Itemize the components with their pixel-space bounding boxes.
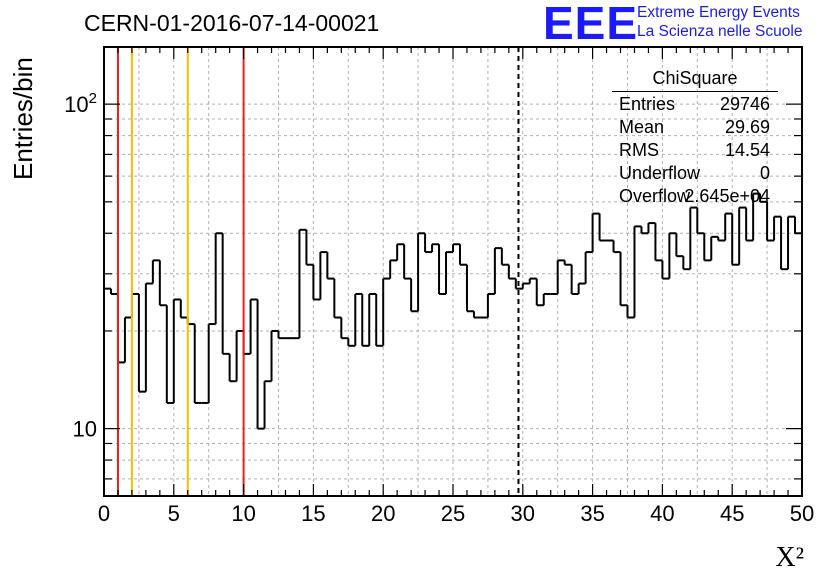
logo-line-1: Extreme Energy Events <box>637 4 800 21</box>
y-tick-label: 102 <box>64 90 97 117</box>
x-tick-label: 25 <box>441 501 465 526</box>
stats-title: ChiSquare <box>652 68 738 88</box>
logo-line-2: La Scienza nelle Scuole <box>637 23 803 40</box>
axis-ticks <box>103 47 803 496</box>
stats-label-mean: Mean <box>619 117 665 137</box>
y-axis-label: Entries/bin <box>8 57 38 180</box>
marker-lines <box>116 47 520 496</box>
stats-label-overflow: Overflow <box>619 186 691 206</box>
x-tick-label: 20 <box>371 501 395 526</box>
x-tick-label: 15 <box>301 501 325 526</box>
stats-label-rms: RMS <box>619 140 659 160</box>
stats-value-entries: 29746 <box>719 94 770 114</box>
stats-value-overflow: 2.645e+04 <box>684 186 770 206</box>
x-tick-label: 45 <box>720 501 744 526</box>
stats-value-underflow: 0 <box>759 163 770 183</box>
chart-title: CERN-01-2016-07-14-00021 <box>84 10 380 36</box>
x-tick-label: 50 <box>790 501 814 526</box>
stats-label-underflow: Underflow <box>619 163 701 183</box>
x-tick-label: 5 <box>168 501 180 526</box>
stats-value-rms: 14.54 <box>724 140 770 160</box>
x-tick-label: 40 <box>650 501 674 526</box>
stats-divider <box>612 91 778 92</box>
y-tick-exponent: 2 <box>89 90 97 107</box>
x-axis-label: X² <box>775 542 804 572</box>
eee-logo: EEE <box>543 0 639 49</box>
histogram-bars <box>104 192 802 430</box>
x-tick-label: 35 <box>580 501 604 526</box>
x-tick-label: 10 <box>231 501 255 526</box>
y-tick-label: 10 <box>73 417 97 442</box>
stats-value-mean: 29.69 <box>724 117 770 137</box>
stats-box: ChiSquare Entries 29746 Mean 29.69 RMS 1… <box>612 66 778 206</box>
x-tick-label: 30 <box>511 501 535 526</box>
stats-label-entries: Entries <box>619 94 676 114</box>
x-tick-label: 0 <box>98 501 110 526</box>
